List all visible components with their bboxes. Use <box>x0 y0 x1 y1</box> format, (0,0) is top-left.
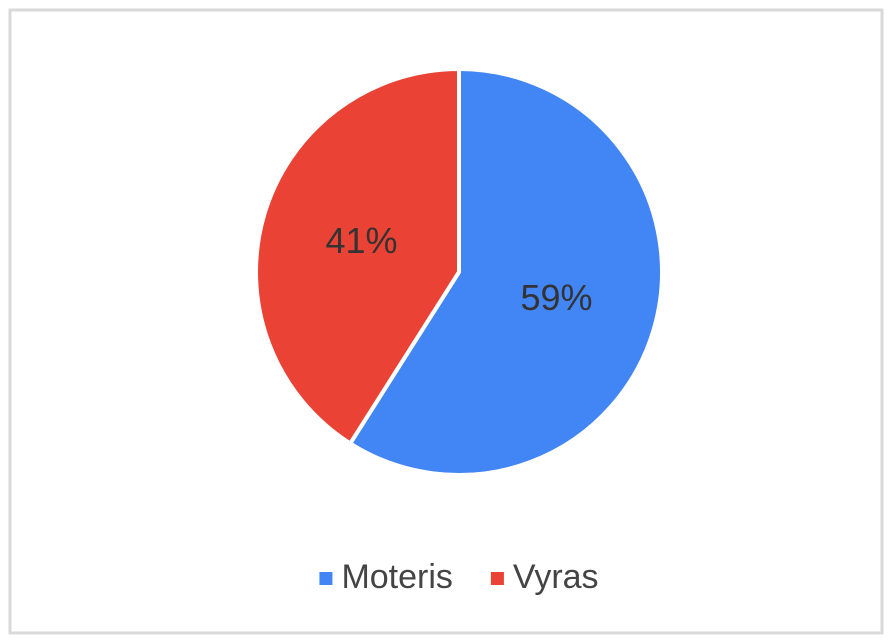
pie-slice <box>254 67 461 446</box>
legend: Moteris Vyras <box>319 558 599 596</box>
slice-labels: 59% 41% <box>325 220 592 318</box>
legend-label: Vyras <box>513 558 599 596</box>
legend-swatch <box>490 572 504 585</box>
legend-label: Moteris <box>341 558 452 596</box>
pie-slice <box>348 67 664 477</box>
pie <box>254 67 664 477</box>
legend-swatch <box>319 572 333 585</box>
slice-label: 41% <box>325 220 397 261</box>
slice-label: 59% <box>520 277 592 318</box>
